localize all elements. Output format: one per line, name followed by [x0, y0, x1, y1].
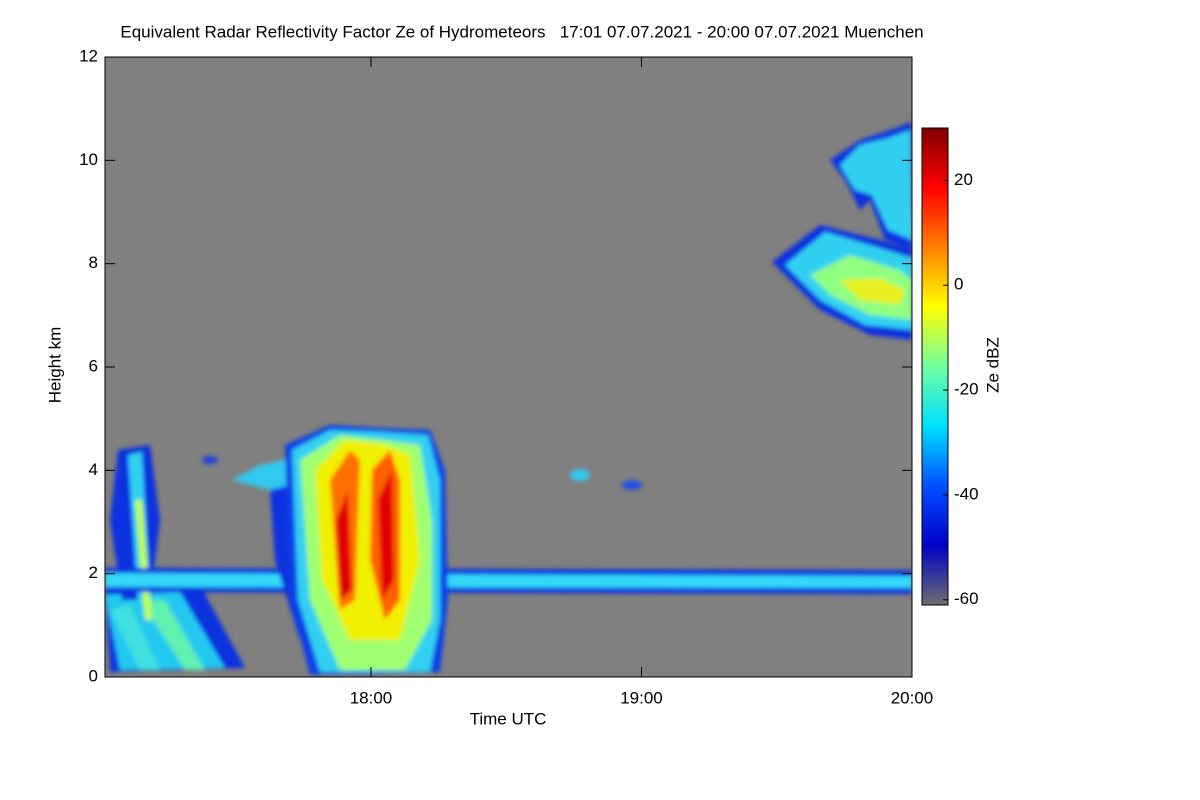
- colorbar-tick-label: -20: [954, 380, 979, 399]
- colorbar-tick-label: 0: [954, 275, 963, 294]
- colorbar-tick-label: -60: [954, 589, 979, 608]
- y-tick-label: 6: [89, 356, 98, 375]
- y-tick-label: 4: [89, 460, 98, 479]
- y-tick-label: 8: [89, 253, 98, 272]
- x-tick-label: 20:00: [891, 688, 934, 707]
- y-tick-label: 0: [89, 666, 98, 685]
- y-tick-label: 2: [89, 563, 98, 582]
- x-tick-label: 19:00: [620, 688, 663, 707]
- colorbar-tick-label: -40: [954, 484, 979, 503]
- echo-field: [105, 122, 912, 675]
- chart-title: Equivalent Radar Reflectivity Factor Ze …: [120, 22, 923, 41]
- colorbar-tick-label: 20: [954, 170, 973, 189]
- y-axis-label: Height km: [45, 327, 64, 404]
- x-axis-label: Time UTC: [470, 709, 547, 728]
- y-tick-label: 10: [79, 150, 98, 169]
- x-tick-label: 18:00: [350, 688, 393, 707]
- y-tick-label: 12: [79, 46, 98, 65]
- colorbar-label: Ze dBZ: [983, 337, 1002, 393]
- colorbar: [921, 127, 949, 606]
